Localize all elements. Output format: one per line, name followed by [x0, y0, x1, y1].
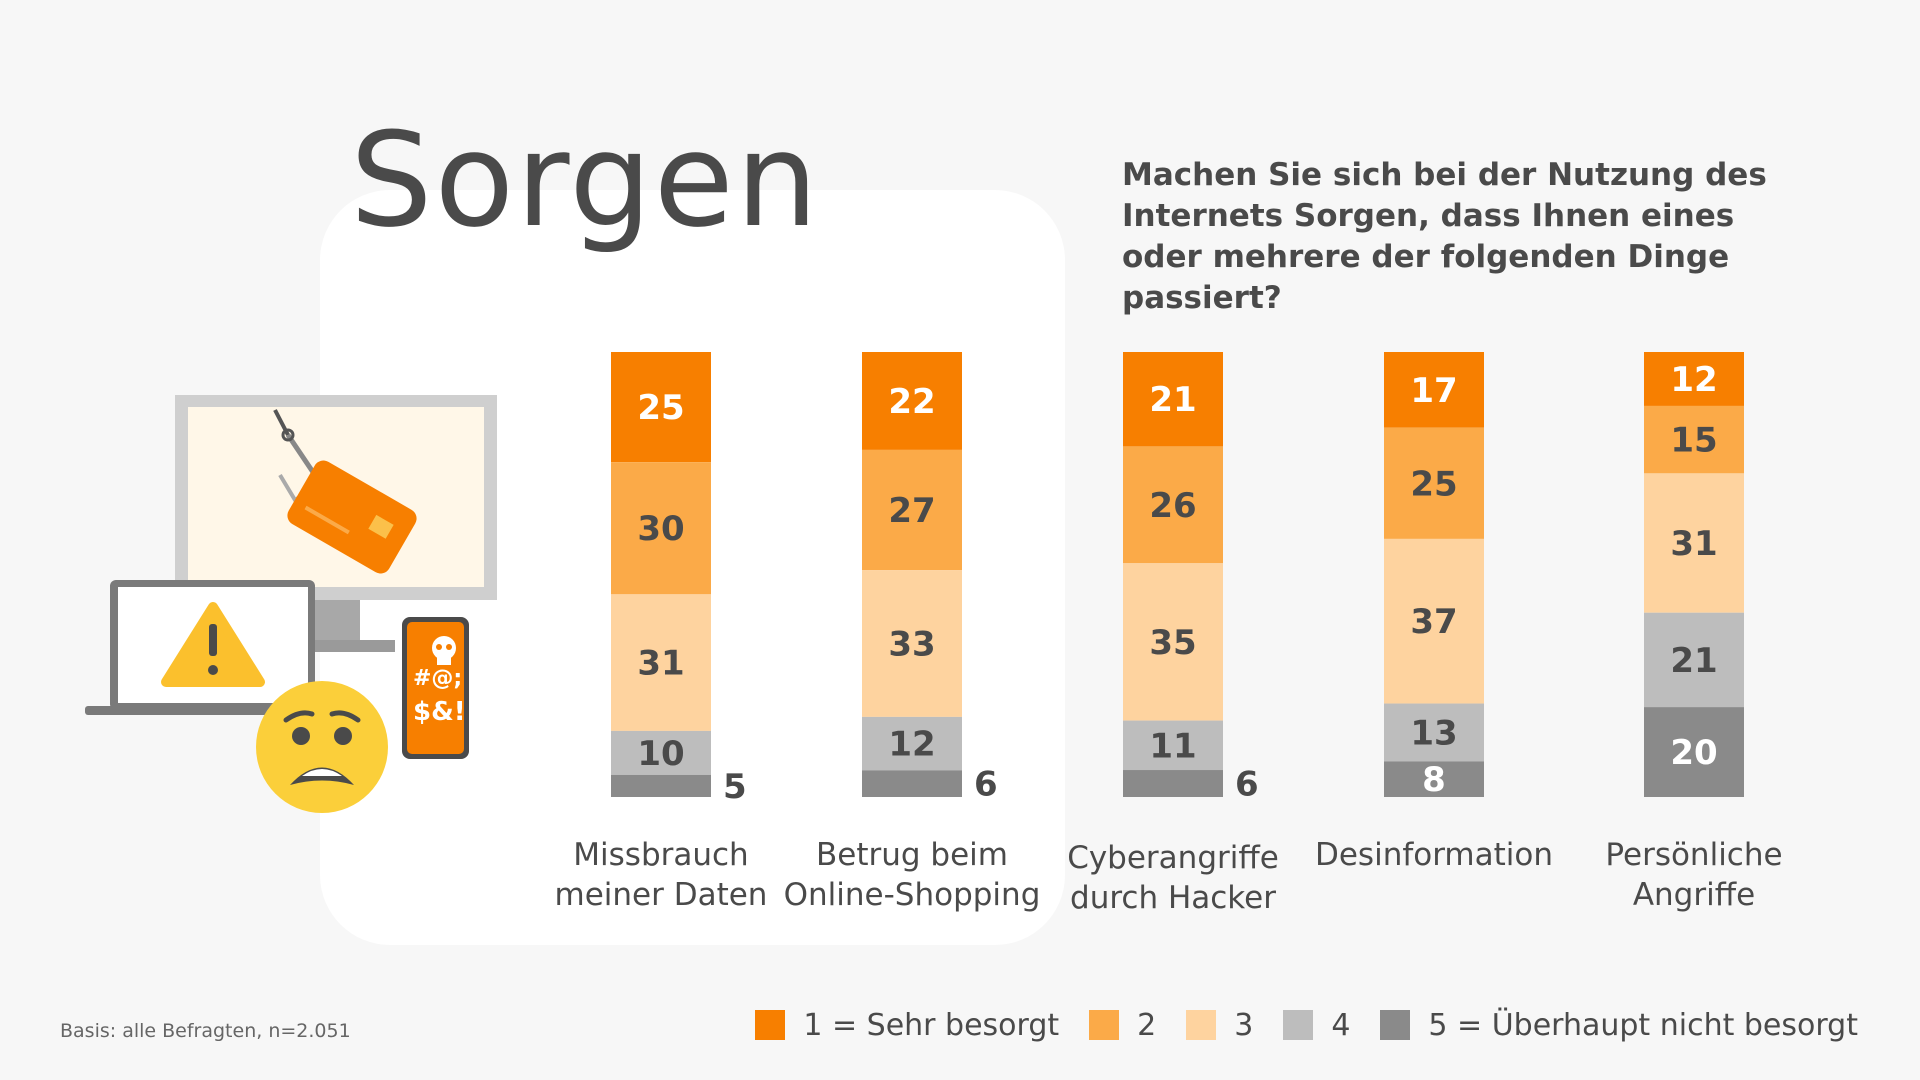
- category-label-line: Cyberangriffe: [1067, 840, 1279, 876]
- category-label-line: Online-Shopping: [783, 877, 1041, 913]
- survey-question: Machen Sie sich bei der Nutzung des Inte…: [1122, 157, 1767, 316]
- category-label: Persönliche Angriffe: [1564, 835, 1824, 915]
- data-label: 35: [1149, 623, 1196, 663]
- category-label-line: Angriffe: [1632, 877, 1756, 913]
- bar-segment: [1123, 352, 1223, 447]
- bar-segment: [611, 774, 711, 797]
- legend-item: 1 = Sehr besorgt: [755, 1008, 1059, 1043]
- illustration: #@; $&!: [85, 395, 497, 813]
- bar-segment: [1123, 446, 1223, 564]
- smartphone-icon: #@; $&!: [402, 617, 469, 759]
- data-label: 22: [888, 382, 935, 422]
- data-label: 25: [1410, 464, 1457, 504]
- bar-segment: [611, 352, 711, 463]
- base-note: Basis: alle Befragten, n=2.051: [60, 1020, 351, 1042]
- data-label: 10: [637, 734, 684, 774]
- data-label: 21: [1670, 641, 1717, 681]
- category-label: Desinformation: [1304, 835, 1564, 875]
- credit-card-icon: [287, 460, 417, 574]
- bar-segment: [1384, 427, 1484, 539]
- data-label: 8: [1422, 760, 1446, 800]
- data-label: 6: [974, 765, 998, 805]
- bar-segment: [862, 449, 962, 571]
- legend-label: 4: [1331, 1007, 1351, 1043]
- category-label-line: durch Hacker: [1070, 880, 1276, 916]
- bar-segment: [862, 352, 962, 450]
- legend-label: 3: [1234, 1007, 1254, 1043]
- data-label: 12: [888, 725, 935, 765]
- worried-face-icon: [256, 681, 388, 813]
- bar-segment: [1644, 707, 1744, 797]
- page-title: Sorgen: [350, 104, 821, 256]
- data-label: 12: [1670, 360, 1717, 400]
- category-label: Cyberangriffe durch Hacker: [1043, 838, 1303, 918]
- legend-label: 5 = Überhaupt nicht besorgt: [1428, 1007, 1858, 1043]
- legend-label: 2: [1137, 1007, 1157, 1043]
- bar-segment: [1123, 720, 1223, 771]
- bar-segment: [862, 770, 962, 797]
- bar-segment: [1123, 770, 1223, 797]
- bar-segment: [1123, 563, 1223, 721]
- category-label-line: Missbrauch: [573, 837, 749, 873]
- bar-segment: [611, 730, 711, 775]
- bar-segment: [611, 462, 711, 595]
- bar-segment: [1384, 703, 1484, 762]
- legend-swatch: [1089, 1010, 1120, 1040]
- data-label: 5: [723, 767, 747, 807]
- data-label: 33: [888, 624, 935, 664]
- bar-segment: [1644, 352, 1744, 406]
- category-label: Betrug beim Online-Shopping: [782, 835, 1042, 915]
- data-label: 21: [1149, 380, 1196, 420]
- category-label-line: Persönliche: [1605, 837, 1783, 873]
- data-label: 25: [637, 388, 684, 428]
- monitor-icon: [175, 395, 497, 652]
- legend-item: 3: [1186, 1008, 1253, 1043]
- legend-swatch: [1380, 1010, 1411, 1040]
- bar-segment: [1384, 352, 1484, 428]
- data-label: 6: [1235, 765, 1259, 805]
- bar-segment: [862, 570, 962, 717]
- category-label-line: Betrug beim: [816, 837, 1008, 873]
- data-label: 30: [637, 509, 684, 549]
- legend-item: 4: [1283, 1008, 1350, 1043]
- legend-swatch: [1283, 1010, 1314, 1040]
- data-label: 11: [1149, 726, 1196, 766]
- data-label: 17: [1410, 371, 1457, 411]
- data-label: 20: [1670, 733, 1717, 773]
- data-label: 13: [1410, 713, 1457, 753]
- bar-segment: [1644, 612, 1744, 708]
- svg-text:$&!: $&!: [413, 697, 466, 727]
- category-label-line: Desinformation: [1314, 837, 1553, 873]
- svg-text:#@;: #@;: [413, 666, 462, 691]
- data-label: 31: [1670, 524, 1717, 564]
- bar-segment: [1644, 473, 1744, 613]
- data-label: 27: [888, 491, 935, 531]
- warning-icon: [161, 602, 265, 687]
- category-label-line: meiner Daten: [554, 877, 768, 913]
- legend: 1 = Sehr besorgt 2 3 4 5 = Überhaupt nicht b…: [725, 1005, 1858, 1045]
- data-label: 15: [1670, 421, 1717, 461]
- bar-segment: [1384, 538, 1484, 704]
- category-label: Missbrauch meiner Daten: [531, 835, 791, 915]
- legend-swatch: [755, 1010, 786, 1040]
- skull-icon: [432, 636, 456, 665]
- bar-segment: [1644, 405, 1744, 474]
- data-label: 31: [637, 644, 684, 684]
- bar-segment: [611, 594, 711, 731]
- legend-item: 5 = Überhaupt nicht besorgt: [1380, 1008, 1858, 1043]
- bar-segment: [1384, 761, 1484, 797]
- legend-item: 2: [1089, 1008, 1156, 1043]
- legend-swatch: [1186, 1010, 1217, 1040]
- data-label: 37: [1410, 602, 1457, 642]
- legend-label: 1 = Sehr besorgt: [803, 1007, 1060, 1043]
- data-label: 26: [1149, 486, 1196, 526]
- bar-segment: [862, 716, 962, 771]
